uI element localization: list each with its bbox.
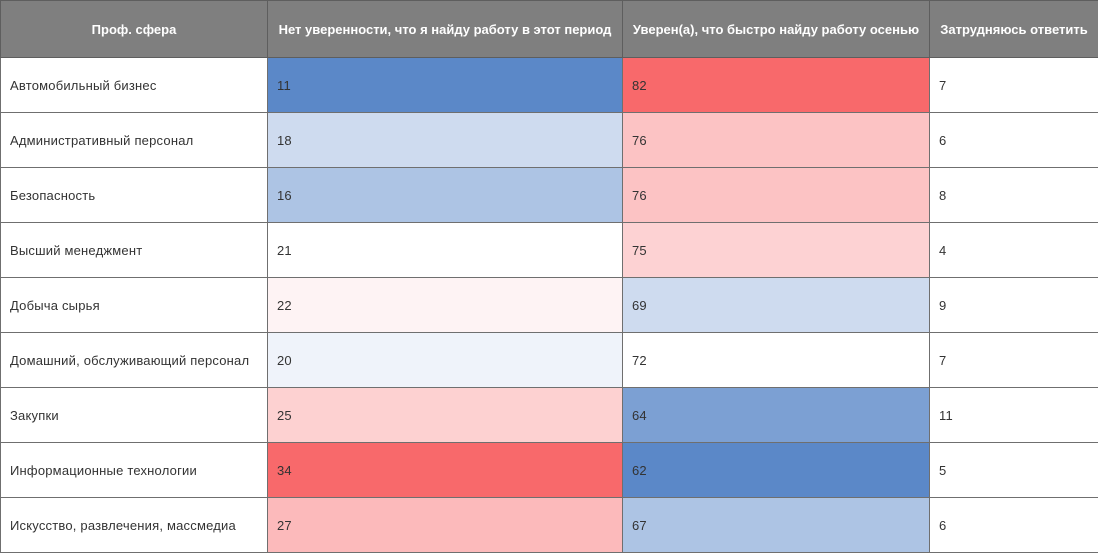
header-row: Проф. сфера Нет уверенности, что я найду… [0,0,1098,58]
cell-confident: 75 [622,222,930,278]
cell-undecided: 8 [929,167,1098,223]
cell-undecided: 11 [929,387,1098,443]
column-header-confident: Уверен(а), что быстро найду работу осень… [622,0,930,58]
cell-not-sure: 25 [267,387,623,443]
cell-not-sure: 34 [267,442,623,498]
cell-sphere: Домашний, обслуживающий персонал [0,332,268,388]
cell-sphere: Закупки [0,387,268,443]
cell-undecided: 7 [929,332,1098,388]
cell-not-sure: 22 [267,277,623,333]
cell-confident: 62 [622,442,930,498]
column-header-not-sure: Нет уверенности, что я найду работу в эт… [267,0,623,58]
cell-sphere: Безопасность [0,167,268,223]
cell-confident: 82 [622,57,930,113]
cell-sphere: Высший менеджмент [0,222,268,278]
table-row: Административный персонал 18 76 6 [0,112,1098,168]
cell-confident: 64 [622,387,930,443]
cell-confident: 67 [622,497,930,553]
cell-undecided: 5 [929,442,1098,498]
table-row: Информационные технологии 34 62 5 [0,442,1098,498]
cell-undecided: 4 [929,222,1098,278]
table-row: Домашний, обслуживающий персонал 20 72 7 [0,332,1098,388]
cell-sphere: Искусство, развлечения, массмедиа [0,497,268,553]
column-header-undecided: Затрудняюсь ответить [929,0,1098,58]
cell-not-sure: 27 [267,497,623,553]
table-row: Добыча сырья 22 69 9 [0,277,1098,333]
cell-undecided: 9 [929,277,1098,333]
cell-not-sure: 18 [267,112,623,168]
cell-undecided: 6 [929,112,1098,168]
cell-undecided: 7 [929,57,1098,113]
cell-sphere: Информационные технологии [0,442,268,498]
table-body: Автомобильный бизнес 11 82 7 Административны… [0,57,1098,553]
table-row: Высший менеджмент 21 75 4 [0,222,1098,278]
cell-not-sure: 11 [267,57,623,113]
cell-not-sure: 20 [267,332,623,388]
cell-confident: 69 [622,277,930,333]
table-row: Безопасность 16 76 8 [0,167,1098,223]
cell-undecided: 6 [929,497,1098,553]
cell-sphere: Автомобильный бизнес [0,57,268,113]
cell-not-sure: 21 [267,222,623,278]
cell-not-sure: 16 [267,167,623,223]
cell-confident: 72 [622,332,930,388]
table-row: Закупки 25 64 11 [0,387,1098,443]
column-header-sphere: Проф. сфера [0,0,268,58]
table-row: Автомобильный бизнес 11 82 7 [0,57,1098,113]
cell-sphere: Административный персонал [0,112,268,168]
cell-confident: 76 [622,112,930,168]
cell-confident: 76 [622,167,930,223]
table-row: Искусство, развлечения, массмедиа 27 67 6 [0,497,1098,553]
cell-sphere: Добыча сырья [0,277,268,333]
